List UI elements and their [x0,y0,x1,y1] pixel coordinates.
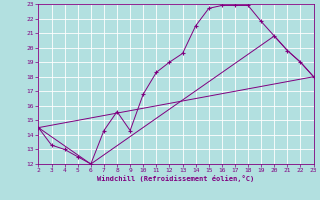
X-axis label: Windchill (Refroidissement éolien,°C): Windchill (Refroidissement éolien,°C) [97,175,255,182]
